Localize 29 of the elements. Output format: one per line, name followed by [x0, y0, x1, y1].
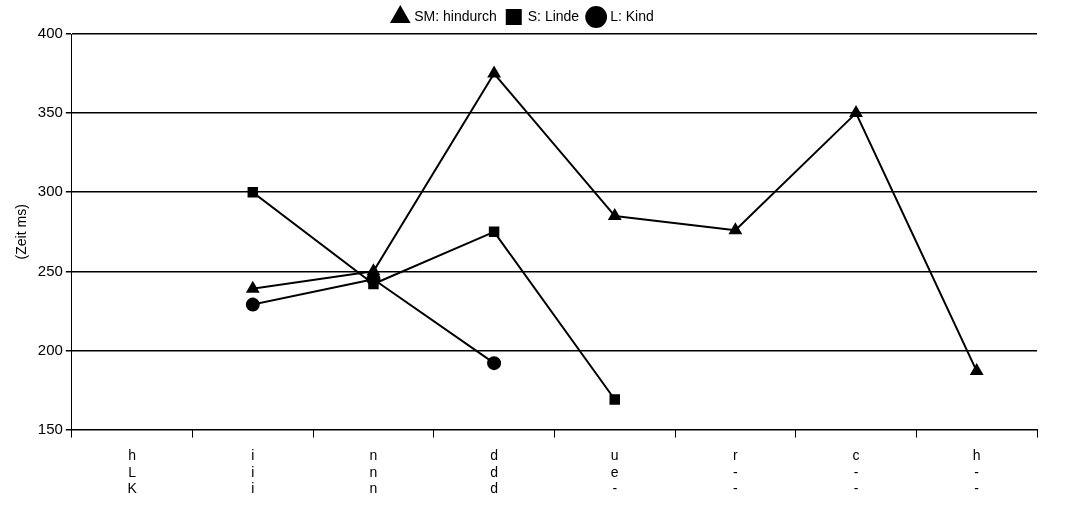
point [488, 226, 500, 238]
point [970, 364, 983, 376]
x-tick-label: d d d [490, 446, 498, 497]
y-tick-label: 400 [37, 24, 63, 42]
legend-label: L: Kind [610, 7, 654, 24]
x-tick-label: i i i [251, 446, 255, 497]
point [245, 297, 260, 312]
point [609, 394, 620, 405]
legend-label: SM: hindurch [414, 7, 497, 24]
x-tick-label: c - - [852, 446, 860, 497]
x-tick-label: h L K [127, 446, 138, 497]
y-tick-label: 350 [37, 103, 63, 121]
y-tick-label: 150 [37, 419, 63, 437]
point [247, 187, 259, 198]
x-tick-label: n n n [369, 446, 378, 497]
point [608, 208, 621, 220]
point [729, 223, 742, 235]
x-tick-label: h - - [972, 446, 981, 497]
y-axis-title: (Zeit ms) [13, 204, 30, 260]
point [849, 106, 863, 118]
x-tick-label: u e - [610, 446, 619, 497]
legend-label: S: Linde [527, 7, 580, 24]
point [246, 281, 259, 293]
x-tick-label: r - - [733, 446, 739, 497]
point [487, 66, 501, 78]
y-tick-label: 200 [37, 340, 63, 358]
y-tick-label: 300 [37, 182, 63, 200]
point [487, 356, 502, 371]
y-tick-label: 250 [37, 261, 63, 279]
